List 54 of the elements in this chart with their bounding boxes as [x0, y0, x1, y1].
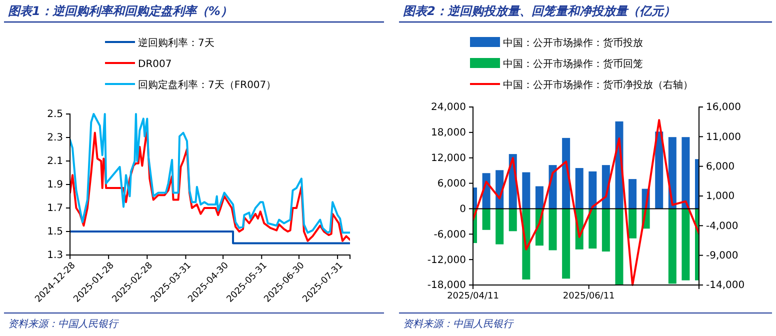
bar — [496, 208, 504, 244]
bar — [628, 208, 637, 238]
y-tick-label: -6,000 — [434, 229, 466, 240]
bar — [682, 137, 690, 209]
bar — [615, 208, 624, 285]
legend-label: 中国：公开市场操作：货币净投放（右轴） — [503, 79, 693, 91]
y2-tick-label: 16,000 — [706, 102, 741, 114]
y2-tick-label: 1,000 — [706, 191, 735, 202]
bar — [522, 172, 530, 209]
legend-label: 中国：公开市场操作：货币回笼 — [503, 58, 643, 70]
y-tick-label: 2.3 — [47, 132, 63, 144]
y-tick-label: 12,000 — [431, 153, 466, 164]
line-series — [70, 130, 350, 242]
x-tick-label: 2025/04/11 — [447, 291, 499, 302]
y-tick-label: -12,000 — [427, 254, 466, 266]
bar — [548, 208, 557, 250]
y-tick-label: 1.9 — [47, 180, 63, 191]
y-tick-label: 1.5 — [47, 226, 63, 238]
y-tick-label: 1.3 — [47, 250, 63, 262]
y-tick-label: 18,000 — [431, 128, 466, 139]
legend-label: 回购定盘利率：7天（FR007） — [138, 79, 276, 91]
legend-label: 逆回购利率：7天 — [138, 37, 214, 49]
bar — [602, 208, 610, 252]
bar — [535, 186, 544, 209]
chart-title: 图表1：逆回购利率和回购定盘利率（%） — [8, 4, 232, 18]
y-tick-label: 0 — [460, 204, 466, 215]
bar — [588, 208, 597, 249]
line-series — [70, 113, 350, 234]
bar — [562, 208, 570, 279]
y2-tick-label: -9,000 — [706, 250, 738, 262]
x-tick-label: 2025/06/11 — [562, 291, 615, 302]
bar — [482, 208, 490, 230]
bar — [588, 171, 597, 209]
text: 资料来源：中国人民银行 — [8, 318, 119, 330]
y-tick-label: 2.5 — [47, 109, 63, 120]
bar — [668, 208, 676, 284]
y-tick-label: 24,000 — [431, 102, 466, 114]
y2-tick-label: 6,000 — [706, 162, 735, 173]
y-tick-label: -18,000 — [427, 280, 466, 292]
bar — [575, 168, 584, 209]
text: 资料来源：中国人民银行 — [403, 318, 514, 330]
y-tick-label: 1.7 — [47, 203, 63, 214]
bar — [655, 132, 664, 209]
y2-tick-label: 11,000 — [706, 132, 741, 143]
bar — [628, 179, 637, 209]
bar — [508, 208, 517, 232]
y-tick-label: 2.1 — [47, 156, 63, 168]
y-tick-label: 6,000 — [437, 178, 466, 190]
legend-label: 中国：公开市场操作：货币投放 — [503, 37, 643, 49]
legend-label: DR007 — [138, 59, 172, 70]
chart-title: 图表2：逆回购投放量、回笼量和净投放量（亿元） — [403, 4, 676, 18]
y2-tick-label: -14,000 — [706, 280, 745, 292]
bar — [682, 208, 690, 280]
y2-tick-label: -4,000 — [706, 220, 738, 232]
